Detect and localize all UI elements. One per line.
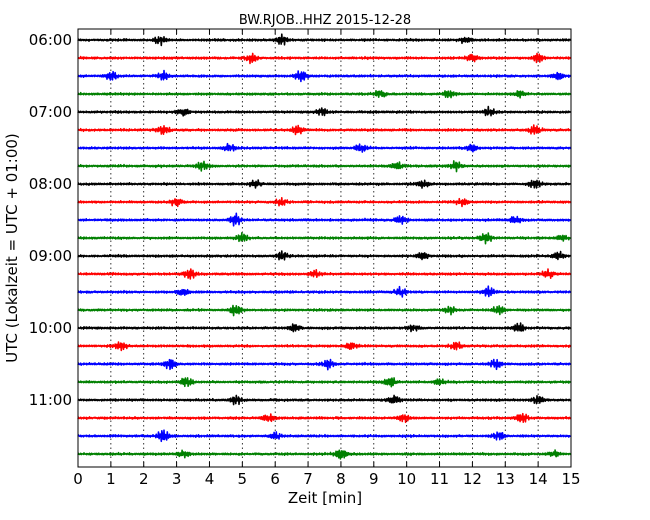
- grid-lines: [110, 29, 539, 467]
- x-tick-label: 5: [238, 470, 248, 488]
- x-tick-label: 11: [430, 470, 449, 488]
- x-tick-label: 6: [270, 470, 280, 488]
- x-tick-label: 3: [172, 470, 182, 488]
- trace-line: [77, 304, 572, 317]
- x-tick-label: 4: [205, 470, 215, 488]
- y-tick-label: 06:00: [29, 31, 72, 49]
- x-tick-label: 12: [463, 470, 482, 488]
- trace-line: [77, 179, 572, 189]
- trace-line: [77, 429, 572, 443]
- x-tick-label: 1: [106, 470, 116, 488]
- trace-line: [77, 394, 572, 406]
- y-tick-label: 11:00: [29, 391, 72, 409]
- trace-line: [77, 124, 572, 136]
- x-axis-ticks: 0 1 2 3 4 5 6 7 8 9 10 11 12 13 14 15: [73, 29, 581, 488]
- trace-line: [77, 268, 572, 280]
- trace-line: [77, 232, 572, 245]
- x-axis-label: Zeit [min]: [288, 489, 362, 507]
- y-tick-label: 07:00: [29, 103, 72, 121]
- seismic-traces: [77, 33, 572, 460]
- x-tick-label: 7: [303, 470, 313, 488]
- trace-line: [77, 197, 572, 208]
- trace-line: [77, 322, 572, 333]
- x-tick-label: 13: [496, 470, 515, 488]
- y-tick-label: 08:00: [29, 175, 72, 193]
- trace-line: [77, 341, 572, 352]
- trace-line: [77, 33, 572, 47]
- trace-line: [77, 285, 572, 298]
- trace-line: [77, 160, 572, 173]
- trace-line: [77, 142, 572, 153]
- x-tick-label: 15: [561, 470, 580, 488]
- x-tick-label: 9: [369, 470, 379, 488]
- trace-line: [77, 449, 572, 460]
- y-axis-ticks: 06:00 07:00 08:00 09:00 10:00 11:00: [29, 31, 571, 409]
- y-tick-label: 10:00: [29, 319, 72, 337]
- plot-area-frame: [77, 28, 572, 468]
- y-axis-label: UTC (Lokalzeit = UTC + 01:00): [3, 133, 21, 363]
- x-tick-label: 14: [529, 470, 548, 488]
- x-tick-label: 10: [397, 470, 416, 488]
- trace-line: [77, 377, 572, 388]
- trace-line: [77, 52, 572, 65]
- x-tick-label: 2: [139, 470, 149, 488]
- trace-line: [77, 105, 572, 117]
- trace-line: [77, 358, 572, 371]
- trace-line: [77, 250, 572, 261]
- x-tick-label: 0: [73, 470, 83, 488]
- trace-line: [77, 412, 572, 424]
- trace-line: [77, 90, 572, 99]
- trace-line: [77, 212, 572, 227]
- y-tick-label: 09:00: [29, 247, 72, 265]
- chart-title: BW.RJOB..HHZ 2015-12-28: [239, 13, 411, 28]
- trace-line: [77, 69, 572, 83]
- x-tick-label: 8: [336, 470, 346, 488]
